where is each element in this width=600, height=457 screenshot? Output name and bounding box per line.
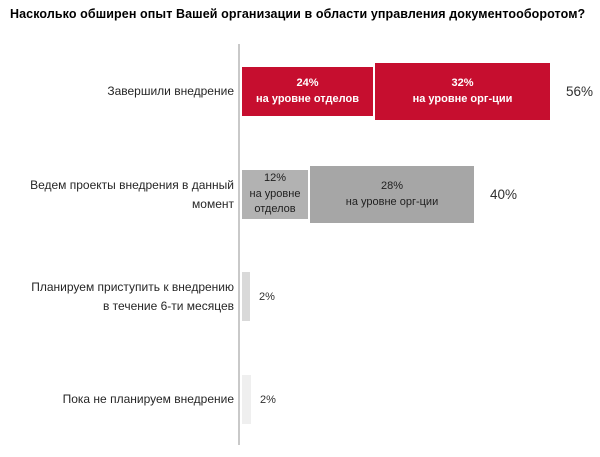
bar-segments-group: [242, 272, 250, 321]
chart-title: Насколько обширен опыт Вашей организации…: [10, 7, 586, 21]
bar-segments-group: 24% на уровне отделов 32% на уровне орг-ц…: [242, 63, 550, 120]
bar-segment: [242, 375, 251, 424]
bar-segment: 28% на уровне орг-ции: [310, 166, 474, 223]
bar-segment: [242, 272, 250, 321]
bar-row: Ведем проекты внедрения в данный момент …: [0, 166, 600, 223]
bar-segments-group: [242, 375, 251, 424]
bar-row: Планируем приступить к внедрению в течен…: [0, 268, 600, 325]
bar-row: Пока не планируем внедрение 2%: [0, 371, 600, 428]
category-axis-line: [238, 44, 240, 445]
bar-segment: 12% на уровне отделов: [242, 170, 308, 219]
bar-segment: 24% на уровне отделов: [242, 67, 373, 116]
total-value-label: 56%: [566, 84, 594, 99]
category-label: Ведем проекты внедрения в данный момент: [30, 177, 234, 211]
total-value-label: 40%: [490, 187, 518, 202]
bar-row: Завершили внедрение 24% на уровне отдело…: [0, 63, 600, 120]
total-value-label: 2%: [260, 393, 276, 406]
bar-segments-group: 12% на уровне отделов 28% на уровне орг-ц…: [242, 166, 474, 223]
category-label: Завершили внедрение: [107, 84, 234, 99]
total-value-label: 2%: [259, 290, 275, 303]
bar-segment: 32% на уровне орг-ции: [375, 63, 550, 120]
category-label: Пока не планируем внедрение: [62, 392, 234, 407]
category-label: Планируем приступить к внедрению в течен…: [31, 279, 234, 313]
